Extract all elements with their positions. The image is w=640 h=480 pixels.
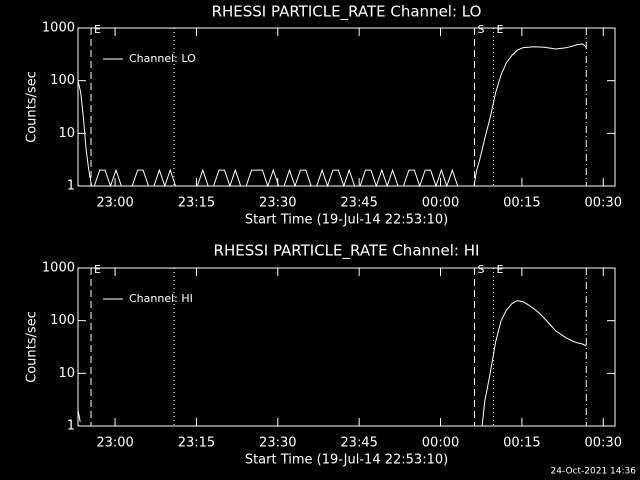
- marker-label: S: [478, 23, 485, 36]
- footer: 24-Oct-2021 14:36: [551, 467, 637, 477]
- y-axis-label: Counts/sec: [25, 311, 40, 383]
- x-tick-label: 00:00: [422, 196, 459, 211]
- marker-label: E: [94, 23, 101, 36]
- marker-label: S: [478, 263, 485, 276]
- legend-label: Channel: HI: [129, 292, 193, 305]
- marker-label: E: [496, 23, 503, 36]
- x-tick-label: 23:45: [340, 436, 377, 451]
- chart-title: RHESSI PARTICLE_RATE Channel: HI: [214, 242, 480, 261]
- data-line: [77, 43, 587, 188]
- y-tick-label: 1000: [42, 21, 75, 36]
- y-axis-label: Counts/sec: [25, 71, 40, 143]
- marker-label: E: [94, 263, 101, 276]
- y-tick-label: 1: [67, 419, 75, 434]
- x-tick-label: 00:30: [585, 196, 622, 211]
- y-tick-label: 10: [58, 366, 75, 381]
- plot-frame: [77, 267, 616, 427]
- x-axis-label: Start Time (19-Jul-14 22:53:10): [245, 213, 448, 228]
- x-tick-label: 23:30: [259, 196, 296, 211]
- x-tick-label: 00:15: [503, 196, 540, 211]
- y-tick-label: 10: [58, 126, 75, 141]
- plot-frame: [77, 27, 616, 187]
- x-axis-label: Start Time (19-Jul-14 22:53:10): [245, 453, 448, 468]
- x-tick-label: 00:15: [503, 436, 540, 451]
- x-tick-label: 00:00: [422, 436, 459, 451]
- legend-label: Channel: LO: [129, 52, 196, 65]
- x-tick-label: 23:15: [178, 436, 215, 451]
- x-tick-label: 23:00: [96, 436, 133, 451]
- y-tick-label: 100: [50, 313, 75, 328]
- data-line: [481, 300, 587, 427]
- marker-label: E: [496, 263, 503, 276]
- y-tick-label: 1000: [42, 261, 75, 276]
- y-tick-label: 1: [67, 179, 75, 194]
- x-tick-label: 00:30: [585, 436, 622, 451]
- x-tick-label: 23:00: [96, 196, 133, 211]
- x-tick-label: 23:45: [340, 196, 377, 211]
- data-line: [77, 410, 81, 422]
- chart-title: RHESSI PARTICLE_RATE Channel: LO: [212, 3, 482, 22]
- x-tick-label: 23:30: [259, 436, 296, 451]
- x-tick-label: 23:15: [178, 196, 215, 211]
- y-tick-label: 100: [50, 73, 75, 88]
